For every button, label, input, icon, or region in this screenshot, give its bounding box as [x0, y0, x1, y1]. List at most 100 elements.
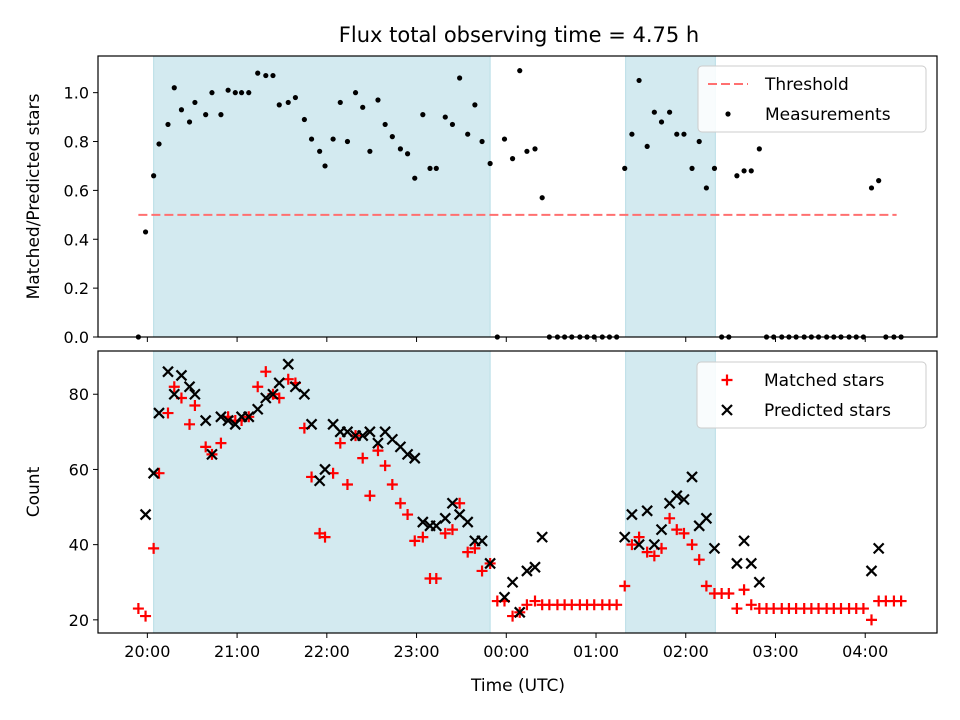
measurement-point: [427, 165, 433, 171]
matched-star-point: [671, 524, 683, 536]
predicted-star-point: [865, 565, 878, 577]
count-points: [132, 358, 907, 626]
predicted-star-point: [401, 448, 414, 461]
x-tick-label: 01:00: [573, 642, 619, 661]
measurement-point: [487, 160, 493, 167]
figure-title: Flux total observing time = 4.75 h: [339, 23, 699, 47]
measurement-point: [876, 178, 882, 184]
predicted-star-point: [476, 535, 488, 547]
y-tick-label: 40: [69, 536, 89, 555]
matched-star-point: [168, 381, 180, 393]
measurement-point: [225, 87, 231, 93]
matched-star-point: [738, 584, 750, 596]
measurement-point: [397, 146, 403, 152]
matched-star-point: [140, 610, 152, 622]
matched-star-point: [664, 512, 676, 524]
matched-star-point: [865, 614, 877, 626]
legend-measurement-handle: [725, 111, 731, 117]
y-tick-label: 0.0: [64, 328, 89, 347]
predicted-star-point: [313, 474, 326, 487]
bottom-legend: Matched stars Predicted stars: [696, 361, 927, 429]
y-tick-label: 60: [69, 460, 89, 479]
predicted-star-point: [222, 414, 234, 427]
measurement-point: [651, 109, 657, 115]
matched-star-point: [476, 565, 488, 577]
measurement-point: [868, 185, 875, 191]
predicted-star-point: [498, 591, 511, 604]
matched-star-point: [430, 572, 442, 584]
predicted-star-point: [319, 463, 331, 476]
bottom-plot-frame: [97, 350, 938, 634]
measurement-point: [666, 109, 673, 115]
matched-star-point: [521, 599, 533, 611]
x-tick-label: 04:00: [842, 642, 888, 661]
measurement-point: [344, 138, 351, 145]
matched-star-point: [372, 445, 384, 457]
matched-star-point: [745, 599, 757, 611]
predicted-star-point: [364, 426, 376, 438]
measurement-point: [412, 175, 418, 181]
legend-label: Threshold: [764, 75, 849, 95]
measurement-point: [442, 114, 448, 120]
predicted-star-point: [536, 531, 548, 543]
matched-star-point: [626, 539, 638, 551]
legend-label: Matched stars: [764, 371, 884, 391]
measurement-point: [524, 148, 530, 154]
measurement-point: [748, 168, 754, 174]
predicted-star-point: [356, 429, 369, 442]
measurement-point: [382, 121, 388, 128]
predicted-star-point: [439, 512, 452, 525]
matched-star-point: [162, 407, 174, 419]
measurement-point: [178, 107, 185, 113]
predicted-star-point: [738, 535, 750, 547]
matched-star-point: [252, 381, 264, 393]
measurement-point: [389, 134, 395, 140]
measurement-point: [756, 146, 762, 152]
measurement-point: [509, 156, 516, 162]
matched-star-point: [189, 400, 201, 412]
legend-box: [697, 65, 927, 133]
matched-star-point: [469, 542, 481, 554]
bottom-y-axis-ticks: 20 40 60 80: [69, 385, 98, 630]
predicted-star-point: [183, 380, 196, 393]
measurement-point: [352, 90, 359, 96]
legend-label: Measurements: [765, 105, 891, 125]
matched-star-point: [341, 478, 353, 490]
matched-star-point: [633, 531, 645, 543]
predicted-star-point: [618, 531, 631, 543]
predicted-star-point: [446, 497, 459, 510]
measurement-point: [636, 77, 642, 84]
predicted-star-point: [686, 471, 698, 483]
predicted-star-point: [731, 557, 743, 570]
measurement-point: [263, 72, 269, 79]
measurement-point: [337, 99, 343, 106]
measurement-point: [270, 72, 276, 79]
predicted-star-point: [273, 377, 286, 389]
legend-matched-handle: [721, 374, 733, 386]
bottom-y-axis-label: Count: [24, 466, 44, 517]
y-tick-label: 80: [69, 385, 89, 404]
bottom-x-axis-ticks: 20:00 21:00 22:00 23:00 00:00 01:00 02:00 03:00…: [124, 633, 888, 661]
measurement-point: [681, 131, 687, 137]
measurement-point: [203, 112, 209, 118]
matched-star-point: [394, 497, 406, 509]
measurement-point: [741, 168, 747, 174]
matched-star-point: [417, 531, 429, 543]
measurement-point: [232, 90, 238, 96]
matched-star-point: [731, 603, 743, 615]
y-tick-label: 20: [69, 611, 89, 630]
x-tick-label: 23:00: [393, 642, 439, 661]
top-y-axis-ticks: 0.0 0.2 0.4 0.6 0.8 1.0: [64, 84, 98, 347]
measurement-point: [308, 136, 315, 142]
predicted-star-point: [513, 606, 526, 619]
measurement-point: [622, 165, 628, 171]
predicted-star-point: [215, 411, 227, 423]
measurement-point: [255, 70, 261, 76]
matched-star-point: [895, 595, 907, 607]
measurement-point: [276, 102, 282, 108]
matched-star-point: [462, 546, 474, 558]
x-tick-label: 21:00: [214, 642, 260, 661]
measurement-point: [142, 229, 149, 235]
top-panel: 0.0 0.2 0.4 0.6 0.8 1.0 Matched/Predicted sta…: [24, 55, 938, 347]
